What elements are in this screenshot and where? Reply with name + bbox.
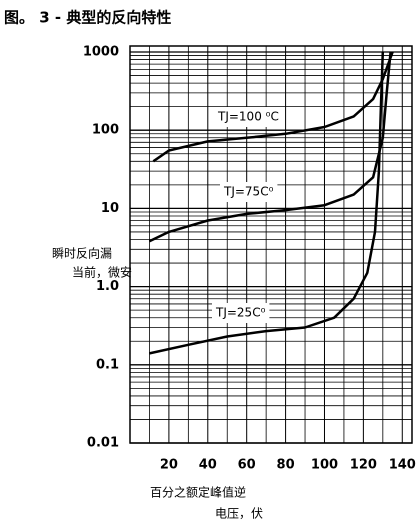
x-tick-label: 120 <box>350 458 377 473</box>
x-tick-label: 140 <box>389 458 416 473</box>
series-label: TJ=100 ⁰C <box>217 110 279 124</box>
series-line <box>152 51 394 163</box>
y-tick-label: 100 <box>92 123 119 138</box>
y-tick-label: 0.1 <box>96 357 119 372</box>
label-background <box>214 107 283 127</box>
x-axis-label: 电压，伏 <box>215 507 263 521</box>
x-axis-label: 百分之额定峰值逆 <box>150 485 246 500</box>
x-tick-label: 80 <box>277 458 295 473</box>
label-background <box>212 303 270 323</box>
y-axis-label: 瞬时反向漏 <box>52 246 112 261</box>
y-tick-label: 1.0 <box>96 279 119 294</box>
chart-title: 图。 3 - 典型的反向特性 <box>4 9 171 27</box>
series-line <box>149 51 385 355</box>
y-tick-label: 1000 <box>83 45 119 60</box>
series-label: TJ=75C⁰ <box>223 185 274 199</box>
x-tick-label: 40 <box>199 458 217 473</box>
y-axis-label: 当前，微安 <box>72 265 132 280</box>
plot-frame <box>129 45 413 444</box>
x-tick-label: 100 <box>311 458 338 473</box>
y-tick-label: 0.01 <box>87 436 119 451</box>
series-line <box>148 51 392 243</box>
series-label: TJ=25C⁰ <box>215 306 266 320</box>
x-tick-label: 20 <box>160 458 178 473</box>
label-background <box>220 182 278 202</box>
y-tick-label: 10 <box>101 201 119 216</box>
x-tick-label: 60 <box>238 458 256 473</box>
